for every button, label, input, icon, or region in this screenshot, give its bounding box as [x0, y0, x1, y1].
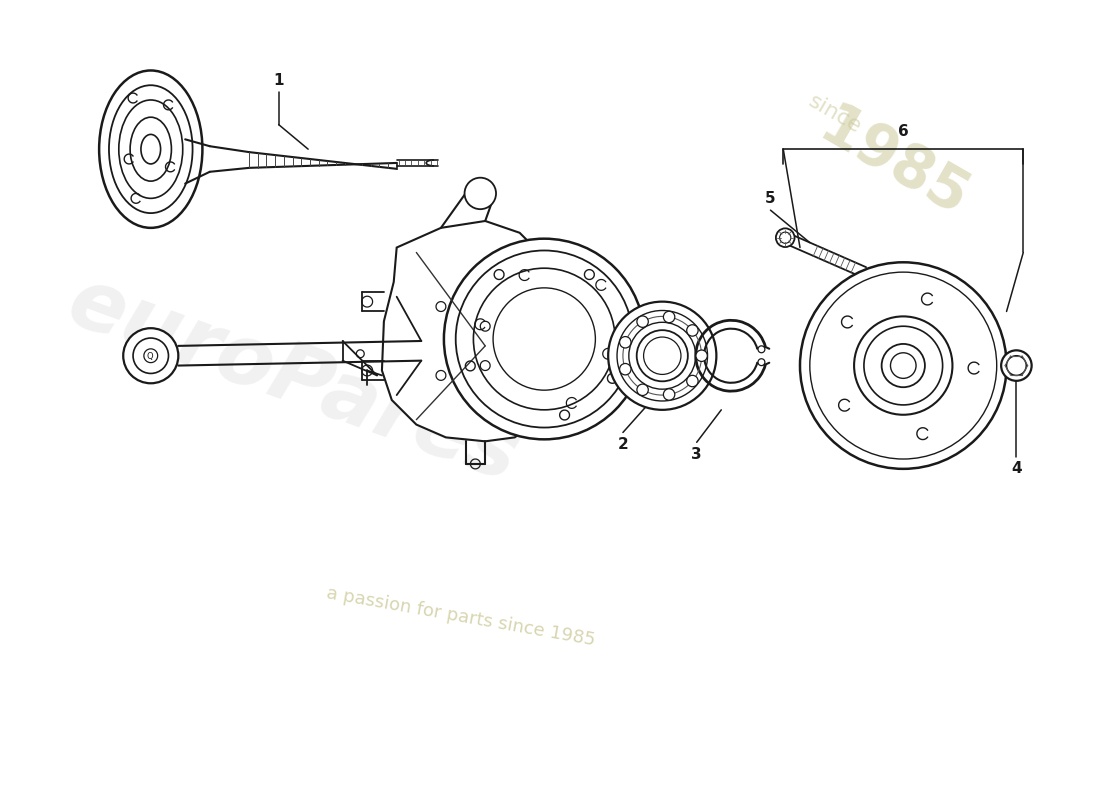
Circle shape: [776, 228, 794, 247]
Ellipse shape: [119, 100, 183, 198]
Circle shape: [444, 238, 645, 439]
Polygon shape: [382, 221, 559, 442]
Circle shape: [854, 316, 953, 414]
Text: 4: 4: [1011, 462, 1022, 476]
Circle shape: [686, 325, 698, 336]
Text: a passion for parts since 1985: a passion for parts since 1985: [324, 584, 596, 649]
Circle shape: [663, 311, 674, 322]
Text: 1: 1: [274, 73, 284, 88]
Circle shape: [1001, 350, 1032, 381]
Circle shape: [464, 178, 496, 209]
Text: Q: Q: [146, 352, 153, 362]
Circle shape: [696, 350, 707, 362]
Circle shape: [608, 302, 716, 410]
Text: euroPares: euroPares: [57, 262, 530, 499]
Text: 6: 6: [898, 124, 909, 139]
Circle shape: [686, 375, 698, 386]
Circle shape: [663, 389, 674, 400]
Text: 5: 5: [766, 191, 775, 206]
Circle shape: [637, 330, 688, 382]
Circle shape: [619, 337, 631, 348]
Ellipse shape: [109, 86, 192, 213]
Ellipse shape: [130, 117, 172, 181]
Circle shape: [637, 384, 648, 395]
Ellipse shape: [141, 134, 161, 164]
Text: 2: 2: [617, 437, 628, 452]
Circle shape: [123, 328, 178, 383]
Circle shape: [800, 262, 1006, 469]
Circle shape: [619, 363, 631, 375]
Circle shape: [758, 346, 764, 353]
Circle shape: [881, 344, 925, 387]
Text: since: since: [804, 92, 865, 138]
Circle shape: [637, 316, 648, 327]
Text: 3: 3: [692, 446, 702, 462]
Text: 1985: 1985: [808, 98, 978, 230]
Circle shape: [758, 358, 764, 366]
